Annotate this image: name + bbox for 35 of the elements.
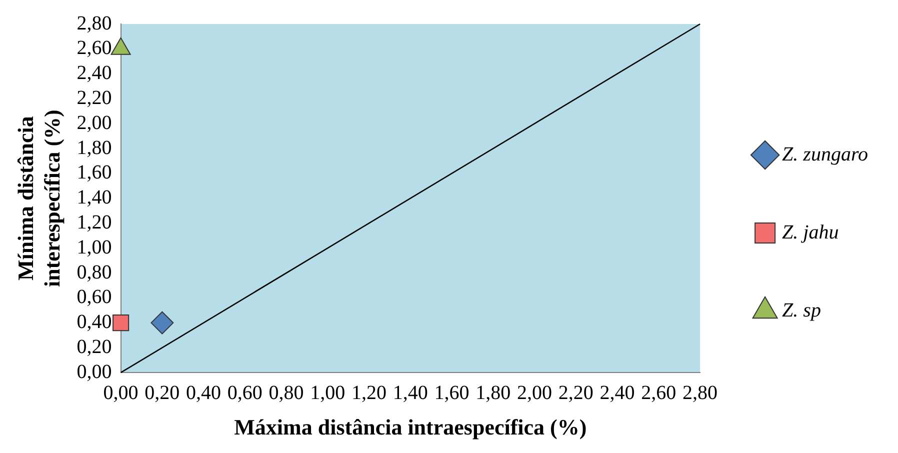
legend-label: Z. jahu [782, 221, 839, 244]
y-tick-label: 0,00 [76, 360, 112, 383]
x-tick-label: 0,00 [103, 382, 138, 404]
x-tick-label: 0,40 [186, 382, 222, 404]
y-tick-label: 2,00 [76, 112, 112, 134]
x-tick-label: 1,00 [310, 382, 346, 404]
y-tick-label: 0,60 [76, 286, 112, 308]
y-tick-label: 2,20 [76, 86, 112, 109]
y-tick-label: 0,80 [76, 261, 112, 284]
y-tick-label: 1,20 [76, 211, 112, 234]
y-tick-label: 1,40 [76, 186, 112, 209]
y-tick-label: 2,40 [76, 62, 112, 84]
y-axis-title: Mínima distância interespecífica (%) [12, 110, 64, 287]
x-tick-label: 0,80 [268, 382, 304, 404]
y-tick-label: 2,80 [76, 12, 112, 34]
x-tick-label: 2,20 [558, 382, 594, 404]
y-tick-label: 0,40 [76, 311, 112, 334]
x-tick-label: 2,80 [682, 382, 718, 404]
y-tick-label: 1,60 [76, 162, 112, 184]
x-tick-label: 1,60 [434, 382, 470, 404]
x-tick-label: 2,00 [517, 382, 552, 404]
x-tick-label: 0,20 [144, 382, 180, 404]
x-tick-label: 1,80 [476, 382, 511, 404]
legend-label: Z. sp [782, 299, 821, 322]
x-tick-label: 0,60 [227, 382, 262, 404]
x-tick-label: 1,20 [352, 382, 387, 404]
y-tick-label: 0,20 [76, 336, 112, 358]
x-tick-label: 1,40 [392, 382, 428, 404]
x-tick-label: 2,40 [600, 382, 635, 404]
legend-label: Z. zungaro [782, 143, 868, 166]
x-tick-label: 2,60 [641, 382, 676, 404]
y-tick-label: 2,60 [76, 37, 112, 60]
y-tick-label: 1,00 [76, 236, 112, 258]
y-tick-label: 1,80 [76, 136, 112, 159]
x-axis-title: Máxima distância intraespecífica (%) [234, 414, 587, 440]
